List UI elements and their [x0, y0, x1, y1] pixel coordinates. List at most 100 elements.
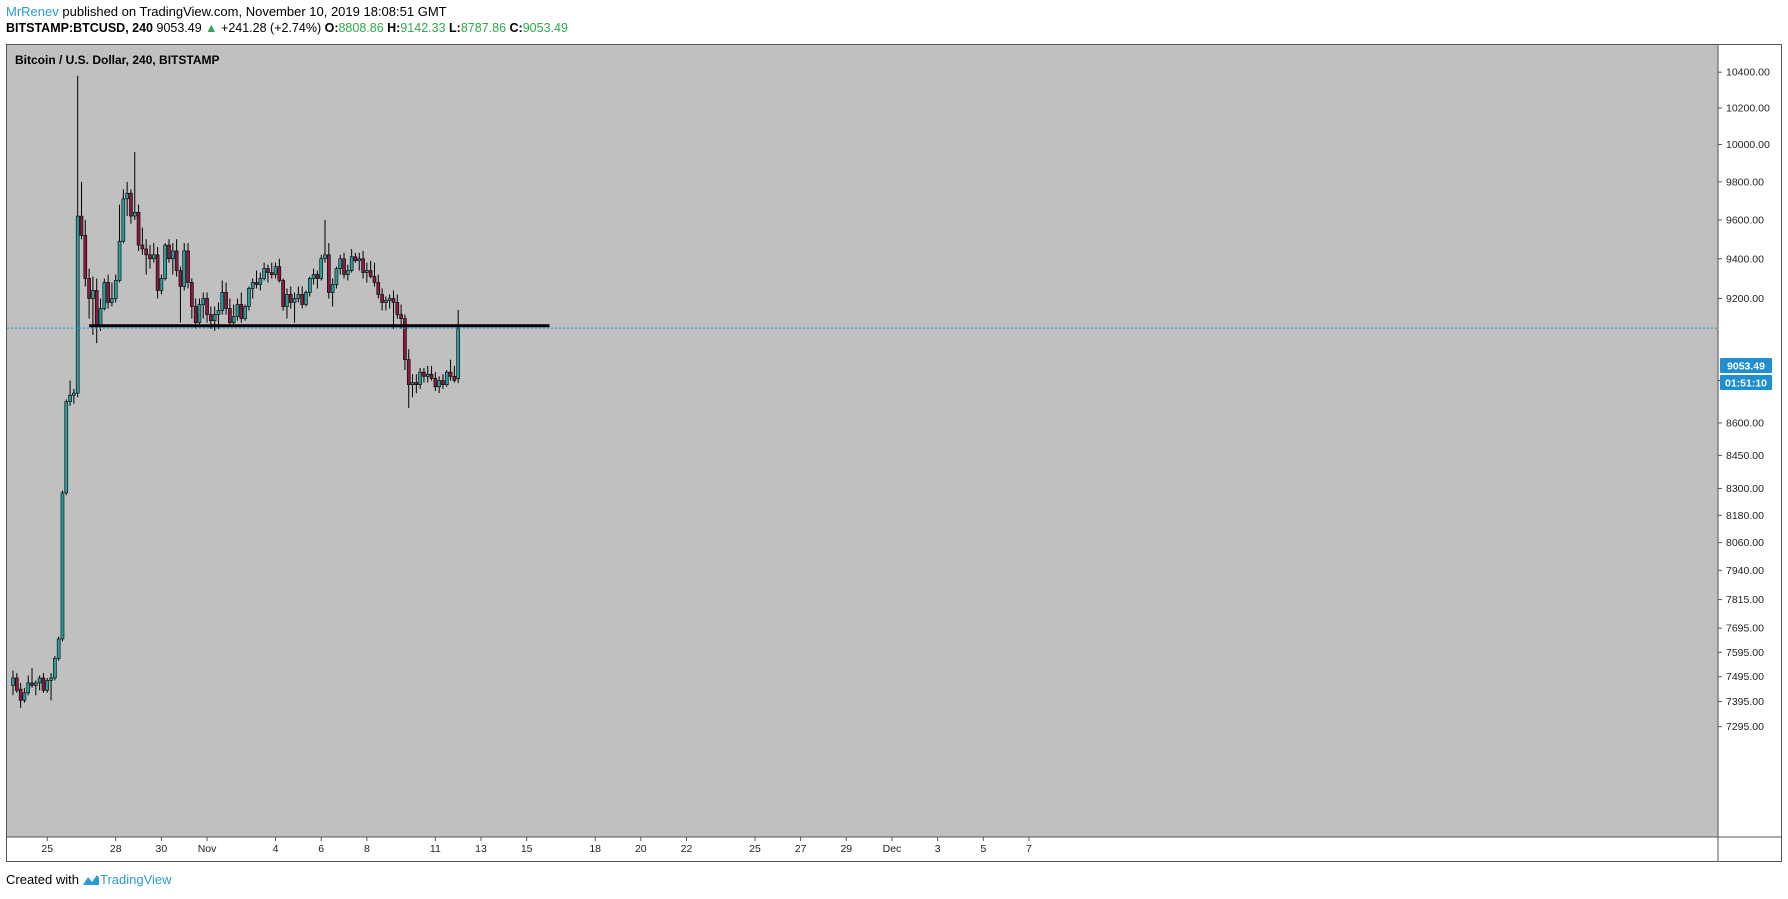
candle	[182, 243, 187, 291]
candle-body	[296, 294, 301, 299]
candle	[87, 268, 91, 319]
candle	[140, 227, 145, 255]
candle-body	[121, 198, 126, 242]
candle-body	[410, 382, 415, 385]
candle-body	[353, 256, 358, 262]
author-link[interactable]: MrRenev	[6, 4, 59, 19]
candle	[110, 282, 114, 307]
time-tick-label: 4	[273, 843, 279, 855]
time-tick-label: 18	[589, 843, 601, 855]
candle	[83, 219, 88, 287]
candle-body	[56, 638, 61, 659]
candle-body	[132, 211, 137, 217]
candle	[410, 374, 415, 398]
candle	[18, 682, 23, 708]
candle-body	[380, 294, 384, 303]
candle	[64, 399, 69, 496]
candle-body	[406, 359, 411, 385]
candle-body	[300, 294, 304, 305]
price-tick-label: 9400.00	[1726, 253, 1764, 265]
candle	[422, 367, 426, 383]
candle	[387, 294, 392, 309]
candle-body	[258, 278, 263, 285]
candle	[220, 280, 225, 315]
candle-body	[346, 270, 350, 275]
time-axis[interactable]: 25 28 30 Nov 4 6 8 11 13 15 18 20 22 25 27 29 Dec 3 5 7	[41, 837, 1032, 855]
candle-body	[163, 244, 167, 279]
candle	[323, 219, 327, 263]
candle	[144, 239, 148, 275]
candle	[197, 298, 202, 327]
price-tick-label: 8180.00	[1726, 510, 1764, 522]
candle	[132, 151, 137, 220]
candle	[357, 252, 362, 271]
low-value: 8787.86	[460, 21, 507, 35]
candle	[190, 278, 194, 319]
candle-body	[433, 378, 438, 388]
candle	[391, 290, 396, 329]
candle-body	[387, 298, 392, 301]
candle	[441, 374, 445, 389]
candle-body	[155, 254, 160, 291]
candle	[300, 286, 304, 309]
candle-body	[220, 292, 225, 311]
candle-body	[448, 371, 453, 377]
candle-body	[129, 192, 133, 217]
candle-body	[414, 382, 419, 385]
candle	[414, 374, 419, 394]
candle-body	[311, 274, 316, 279]
candle-body	[193, 306, 198, 323]
candle-body	[395, 302, 400, 315]
candle	[330, 278, 335, 307]
price-tick-label: 9800.00	[1726, 176, 1764, 188]
time-tick-label: 3	[935, 843, 941, 855]
candle-body	[45, 680, 50, 691]
candle	[349, 248, 354, 273]
candle	[262, 262, 266, 281]
candle	[205, 292, 209, 323]
candle-body	[110, 298, 114, 303]
time-tick-label: 27	[795, 843, 807, 855]
plot-area[interactable]	[7, 45, 1718, 837]
candle	[346, 264, 350, 281]
candle	[372, 262, 377, 287]
candle-body	[262, 268, 266, 279]
candle	[53, 655, 57, 681]
time-tick-label: 7	[1026, 843, 1032, 855]
candle-body	[171, 250, 175, 260]
candle-body	[349, 256, 354, 271]
candle-body	[292, 298, 297, 303]
price-axis[interactable]: 10400.00 10200.00 10000.00 9800.00 9600.00 94…	[1718, 67, 1770, 733]
candle-body	[441, 380, 445, 385]
candle-body	[144, 248, 148, 256]
candle-body	[182, 250, 187, 287]
close-value: 9053.49	[522, 21, 568, 35]
time-tick-label: 29	[840, 843, 852, 855]
candle	[353, 252, 358, 263]
price-tick-label: 7295.00	[1726, 721, 1764, 733]
candle	[376, 274, 381, 299]
chart-frame[interactable]: 10400.00 10200.00 10000.00 9800.00 9600.00 94…	[6, 44, 1782, 862]
candle	[418, 367, 422, 389]
time-tick-label: 28	[110, 843, 122, 855]
candle-body	[315, 274, 320, 279]
time-tick-label: Dec	[883, 843, 902, 855]
last-price-label: 9053.49	[1727, 361, 1765, 373]
price-tick-label: 8450.00	[1726, 450, 1764, 462]
candle	[292, 292, 297, 323]
price-tick-label: 7495.00	[1726, 671, 1764, 683]
candle-body	[113, 280, 118, 299]
candle-body	[18, 688, 23, 701]
candle-body	[15, 677, 19, 691]
candle	[193, 298, 198, 329]
candle-body	[357, 258, 362, 262]
price-tick-label: 7595.00	[1726, 647, 1764, 659]
candle-body	[106, 282, 110, 303]
candle	[395, 294, 400, 319]
candlestick-chart[interactable]: 10400.00 10200.00 10000.00 9800.00 9600.00 94…	[7, 45, 1781, 861]
candle-body	[87, 278, 91, 299]
candle-body	[376, 282, 381, 295]
candle-body	[285, 294, 289, 307]
candle	[136, 204, 141, 251]
tradingview-link[interactable]: TradingView	[82, 872, 172, 887]
